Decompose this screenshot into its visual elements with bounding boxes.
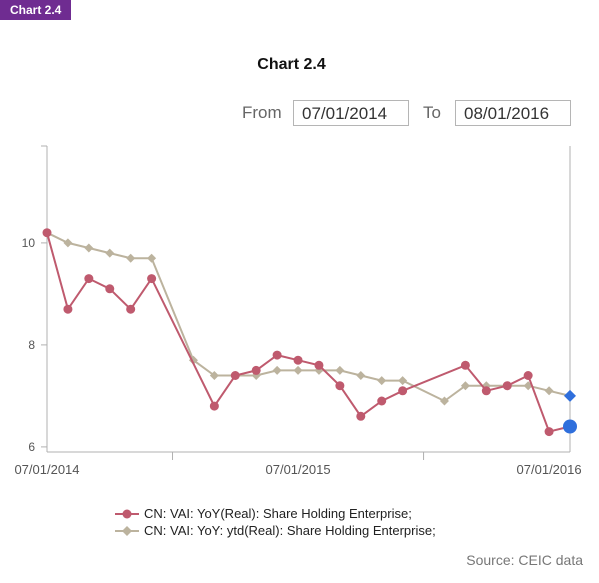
data-point-circle [251, 365, 261, 375]
data-point-circle [147, 274, 157, 284]
data-point-circle [398, 386, 408, 396]
data-point-circle [126, 304, 136, 314]
data-point-circle [356, 411, 366, 421]
data-point-circle [523, 371, 533, 380]
data-point-circle [42, 228, 52, 238]
data-point-diamond [460, 381, 470, 391]
legend-item-series-2[interactable]: CN: VAI: YoY: ytd(Real): Share Holding E… [115, 522, 436, 539]
chart-legend: CN: VAI: YoY(Real): Share Holding Enterp… [115, 505, 436, 539]
data-point-diamond [564, 389, 576, 402]
data-point-circle [563, 419, 577, 434]
legend-item-series-1[interactable]: CN: VAI: YoY(Real): Share Holding Enterp… [115, 505, 436, 522]
y-tick-label: 10 [22, 236, 36, 250]
data-point-circle [105, 284, 115, 294]
data-point-circle [544, 427, 554, 437]
legend-label: CN: VAI: YoY: ytd(Real): Share Holding E… [144, 523, 436, 538]
data-point-circle [481, 386, 491, 396]
to-label: To [423, 103, 441, 122]
data-point-diamond [356, 371, 366, 380]
data-point-circle [502, 381, 512, 391]
x-tick-label: 07/01/2014 [14, 462, 79, 477]
data-point-diamond [105, 248, 115, 258]
y-tick-label: 8 [28, 338, 35, 352]
data-point-circle [293, 355, 303, 365]
chart-tag: Chart 2.4 [0, 0, 72, 20]
data-point-circle [314, 360, 324, 370]
y-tick-label: 6 [28, 440, 35, 454]
legend-marker-diamond-icon [115, 525, 139, 536]
data-point-circle [63, 304, 73, 314]
data-point-diamond [84, 243, 94, 253]
data-point-diamond [544, 386, 554, 396]
data-point-diamond [335, 365, 345, 375]
data-point-diamond [377, 376, 387, 386]
data-point-circle [335, 381, 345, 391]
data-point-circle [377, 396, 387, 406]
data-point-circle [272, 350, 282, 360]
data-point-circle [84, 274, 94, 284]
data-point-diamond [439, 396, 449, 406]
chart-title: Chart 2.4 [257, 56, 326, 73]
data-point-diamond [293, 365, 303, 375]
from-date-input[interactable]: 07/01/2014 [293, 100, 409, 126]
data-point-diamond [63, 238, 73, 248]
data-point-diamond [398, 376, 408, 386]
series-line-1 [46, 232, 571, 433]
legend-label: CN: VAI: YoY(Real): Share Holding Enterp… [144, 506, 412, 521]
data-point-circle [460, 360, 470, 370]
source-note: Source: CEIC data [466, 552, 583, 568]
series-line-2 [46, 231, 571, 403]
data-point-diamond [147, 253, 157, 263]
data-point-circle [209, 401, 219, 411]
from-label: From [242, 103, 282, 122]
x-tick-label: 07/01/2015 [266, 462, 331, 477]
data-point-circle [230, 371, 240, 380]
data-point-diamond [272, 365, 282, 375]
data-point-diamond [126, 253, 136, 263]
to-date-input[interactable]: 08/01/2016 [455, 100, 571, 126]
x-tick-label: 07/01/2016 [517, 462, 582, 477]
legend-marker-circle-icon [115, 509, 139, 518]
data-point-diamond [209, 371, 219, 380]
